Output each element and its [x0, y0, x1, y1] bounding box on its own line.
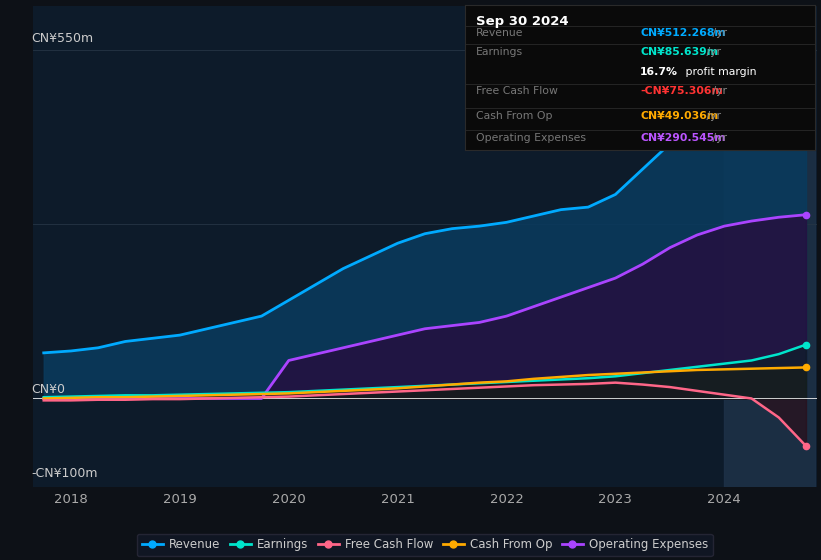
Text: -CN¥100m: -CN¥100m [31, 466, 98, 480]
Legend: Revenue, Earnings, Free Cash Flow, Cash From Op, Operating Expenses: Revenue, Earnings, Free Cash Flow, Cash … [137, 534, 713, 556]
Text: /yr: /yr [703, 47, 721, 57]
Text: /yr: /yr [709, 28, 727, 38]
Text: Sep 30 2024: Sep 30 2024 [475, 15, 568, 28]
Text: 16.7%: 16.7% [640, 67, 678, 77]
Text: CN¥49.036m: CN¥49.036m [640, 111, 718, 121]
Text: CN¥290.545m: CN¥290.545m [640, 133, 726, 143]
Text: /yr: /yr [709, 133, 727, 143]
Text: profit margin: profit margin [682, 67, 756, 77]
Text: CN¥550m: CN¥550m [31, 32, 94, 45]
Text: Earnings: Earnings [475, 47, 523, 57]
Bar [724, 6, 814, 487]
Text: -CN¥75.306m: -CN¥75.306m [640, 86, 722, 96]
Text: Free Cash Flow: Free Cash Flow [475, 86, 557, 96]
Text: CN¥512.268m: CN¥512.268m [640, 28, 726, 38]
Text: CN¥85.639m: CN¥85.639m [640, 47, 718, 57]
Text: /yr: /yr [703, 111, 721, 121]
Text: Operating Expenses: Operating Expenses [475, 133, 585, 143]
Text: /yr: /yr [709, 86, 727, 96]
Text: Revenue: Revenue [475, 28, 523, 38]
Text: CN¥0: CN¥0 [31, 383, 66, 396]
Text: Cash From Op: Cash From Op [475, 111, 552, 121]
